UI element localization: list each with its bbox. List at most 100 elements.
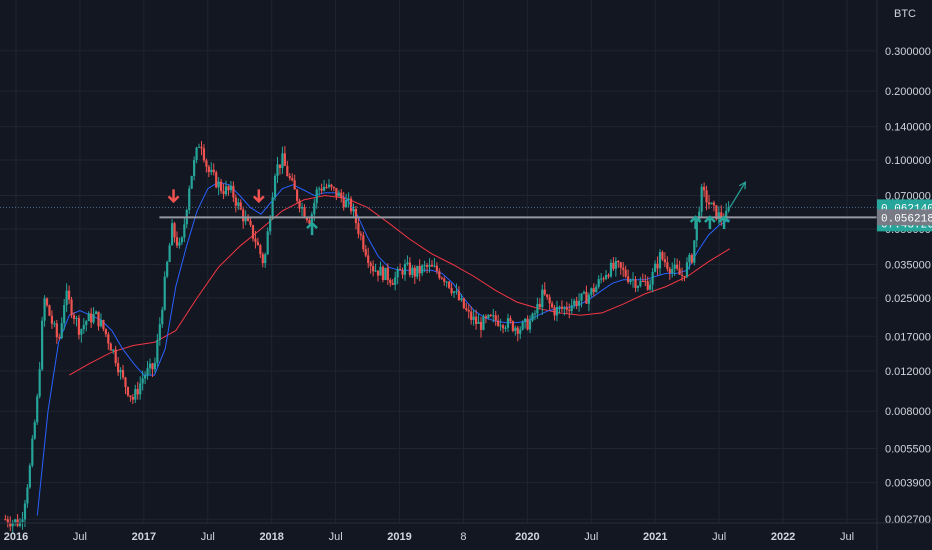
candle-body	[70, 299, 73, 316]
candle-body	[283, 153, 286, 166]
candle-body	[4, 519, 7, 521]
candle-body	[688, 254, 691, 263]
candle-body	[121, 369, 125, 378]
candle-body	[21, 519, 24, 522]
candle-body	[519, 329, 522, 334]
candle-body	[710, 202, 713, 205]
candle-body	[45, 298, 49, 306]
candle-body	[492, 315, 495, 317]
candle-body	[521, 321, 524, 330]
candle-body	[369, 263, 372, 267]
candle-body	[102, 320, 105, 330]
candle-body	[337, 192, 340, 197]
candle-body	[671, 268, 674, 274]
candle-body	[166, 261, 169, 277]
candle-body	[33, 422, 36, 439]
candle-body	[528, 320, 532, 330]
candle-body	[484, 316, 488, 318]
fast-ma-line	[36, 181, 731, 516]
candle-body	[67, 290, 71, 300]
candle-body	[14, 519, 17, 523]
candle-body	[511, 321, 514, 331]
candle-body	[448, 281, 451, 288]
candle-body	[217, 181, 220, 188]
candle-body	[617, 260, 620, 263]
candle-body	[170, 223, 174, 246]
candle-body	[200, 146, 203, 149]
time-axis[interactable]: 2016 Jul 2017 Jul 2018 Jul 2019 8 2020 Jul 2021 Jul…	[0, 522, 932, 543]
candle-body	[379, 266, 382, 276]
candle-body	[234, 197, 237, 206]
candle-body	[668, 268, 671, 274]
candle-body	[276, 164, 279, 176]
candle-body	[715, 205, 718, 220]
candle-body	[266, 231, 269, 255]
candle-body	[563, 307, 566, 309]
candle-body	[104, 329, 107, 335]
candle-body	[65, 290, 68, 306]
candle-body	[376, 270, 380, 276]
candle-body	[646, 281, 649, 290]
candle-body	[443, 278, 446, 282]
candle-body	[541, 289, 544, 308]
candle-body	[327, 184, 331, 188]
candle-body	[639, 280, 642, 287]
candle-body	[438, 271, 441, 278]
candle-body	[560, 306, 564, 309]
price-axis[interactable]: 0.3000000.2000000.1400000.1000000.070000…	[876, 0, 931, 550]
candle-body	[452, 291, 456, 294]
candle-body	[94, 311, 98, 315]
candle-body	[349, 198, 353, 212]
candle-body	[462, 298, 465, 309]
candle-body	[335, 188, 338, 197]
candle-body	[310, 214, 313, 224]
candle-body	[727, 207, 730, 211]
candle-body	[653, 263, 657, 272]
candle-body	[472, 316, 475, 320]
candle-body	[600, 278, 603, 280]
x-tick-label: 2016	[4, 531, 28, 543]
candle-body	[359, 233, 362, 236]
projection-arrow-head	[738, 181, 747, 190]
candle-body	[590, 288, 593, 295]
arrow-head	[306, 221, 318, 230]
candle-body	[320, 188, 323, 191]
x-tick-label: Jul	[201, 531, 215, 543]
candle-body	[58, 337, 61, 339]
candle-body	[249, 220, 252, 226]
candle-body	[455, 291, 458, 293]
candle-body	[126, 387, 130, 396]
candle-body	[197, 146, 201, 148]
candle-body	[656, 263, 659, 269]
candle-body	[239, 202, 242, 210]
arrow-up-icon	[306, 221, 318, 236]
candle-body	[318, 188, 321, 190]
candle-body	[445, 281, 448, 283]
candle-body	[651, 271, 654, 285]
candle-body	[63, 305, 66, 324]
candle-body	[577, 300, 581, 306]
candle-body	[695, 220, 698, 241]
candle-body	[411, 267, 414, 275]
candle-body	[112, 349, 115, 351]
candle-body	[340, 192, 343, 199]
candle-body	[499, 325, 502, 327]
candle-body	[494, 315, 497, 321]
candle-body	[403, 264, 407, 275]
y-tick-label: 0.300000	[885, 46, 931, 58]
candle-body	[195, 147, 198, 161]
candle-body	[97, 311, 100, 327]
candle-body	[273, 175, 277, 198]
candle-body	[205, 160, 208, 167]
candle-body	[168, 245, 171, 262]
x-tick-label: Jul	[840, 531, 854, 543]
candle-body	[506, 318, 510, 328]
candle-body	[136, 389, 139, 395]
price-tag: 0.056218	[877, 209, 932, 226]
x-tick-label: 2021	[643, 531, 667, 543]
candle-body	[680, 274, 684, 276]
candle-body	[232, 185, 235, 198]
candle-body	[703, 186, 706, 191]
x-tick-label: Jul	[73, 531, 87, 543]
